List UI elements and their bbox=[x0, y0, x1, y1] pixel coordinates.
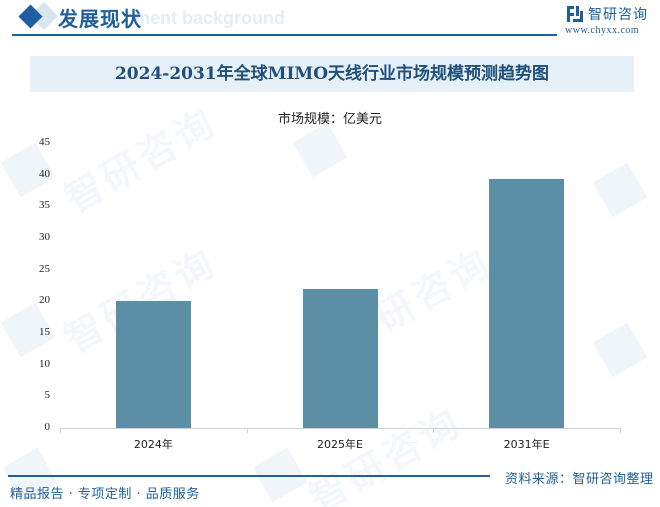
unit-label: 市场规模：亿美元 bbox=[277, 112, 382, 127]
section-title: 发展现状 bbox=[58, 7, 142, 31]
section-background-text: ment background bbox=[134, 8, 286, 28]
y-axis-tick-label: 15 bbox=[39, 326, 50, 338]
x-axis-category-label: 2024年 bbox=[133, 438, 173, 451]
footer-divider bbox=[8, 475, 490, 477]
y-axis-tick-label: 45 bbox=[39, 136, 50, 148]
y-axis-tick-label: 0 bbox=[44, 421, 51, 433]
brand-name: 智研咨询 bbox=[588, 7, 648, 23]
watermark-logo bbox=[592, 322, 648, 378]
chart-title-band: 2024-2031年全球MIMO天线行业市场规模预测趋势图 bbox=[30, 56, 634, 92]
bar-2024年 bbox=[115, 300, 191, 428]
footer-slogan: 精品报告 · 专项定制 · 品质服务 bbox=[10, 487, 200, 502]
brand-url: www.chyxx.com bbox=[565, 25, 640, 36]
brand-logo-icon bbox=[567, 6, 583, 22]
x-axis-category-label: 2025年E bbox=[317, 438, 363, 451]
y-axis-tick-label: 35 bbox=[39, 199, 50, 212]
page-header: ment background 发展现状 智研咨询 www.chyxx.com bbox=[0, 0, 660, 50]
y-axis-tick-label: 5 bbox=[44, 389, 51, 402]
x-axis-tickmark bbox=[620, 428, 621, 433]
x-axis-tickmark bbox=[60, 428, 61, 433]
bar-2031年E bbox=[489, 179, 565, 428]
x-axis-category-label: 2031年E bbox=[503, 438, 550, 451]
y-axis-tick-label: 20 bbox=[39, 294, 50, 307]
x-axis-tickmark bbox=[246, 428, 248, 433]
y-axis-tick-label: 30 bbox=[39, 231, 50, 243]
watermark-logo bbox=[292, 122, 348, 178]
watermark-logo bbox=[592, 162, 648, 218]
y-axis-tick-label: 25 bbox=[39, 262, 50, 275]
y-axis-tick-label: 10 bbox=[39, 357, 50, 370]
source-note: 资料来源：智研咨询整理 bbox=[505, 472, 654, 487]
x-axis-tickmark bbox=[433, 428, 435, 433]
y-axis-tick-label: 40 bbox=[39, 167, 50, 180]
header-divider bbox=[12, 34, 557, 36]
chart-title: 2024-2031年全球MIMO天线行业市场规模预测趋势图 bbox=[114, 64, 550, 84]
bar-2025年E bbox=[302, 288, 378, 428]
x-axis-line bbox=[60, 428, 620, 429]
